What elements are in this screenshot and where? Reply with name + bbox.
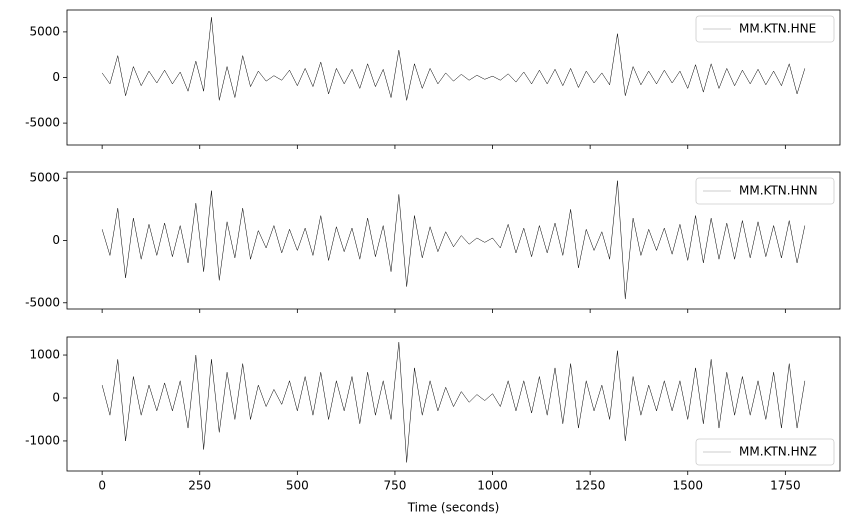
axes-frame [66,336,841,472]
y-tick-label: 1000 [29,348,60,362]
x-tick-label: 1500 [672,479,703,493]
y-tick-label: -5000 [25,116,60,130]
waveform [101,342,806,463]
y-tick-label: 5000 [29,171,60,185]
axes-frame [66,171,841,310]
x-tick-label: 250 [188,479,211,493]
waveform [101,17,806,101]
x-tick-label: 1000 [477,479,508,493]
axes-frame [66,9,841,146]
y-tick-label: -5000 [25,295,60,309]
y-tick-label: -1000 [25,433,60,447]
x-axis-label: Time (seconds) [407,501,500,515]
y-tick-label: 0 [52,233,60,247]
y-tick-label: 0 [52,70,60,84]
x-tick-label: 1750 [770,479,801,493]
legend-box [695,177,835,205]
legend-label: MM.KTN.HNN [739,184,818,198]
legend-label: MM.KTN.HNZ [739,445,817,459]
waveform [101,180,806,300]
x-tick-label: 1250 [575,479,606,493]
x-tick-label: 500 [286,479,309,493]
x-tick-label: 0 [98,479,106,493]
legend-box [695,15,835,43]
legend-box [695,438,835,466]
y-tick-label: 0 [52,390,60,404]
x-tick-label: 750 [383,479,406,493]
y-tick-label: 5000 [29,24,60,38]
legend-label: MM.KTN.HNE [739,22,816,36]
